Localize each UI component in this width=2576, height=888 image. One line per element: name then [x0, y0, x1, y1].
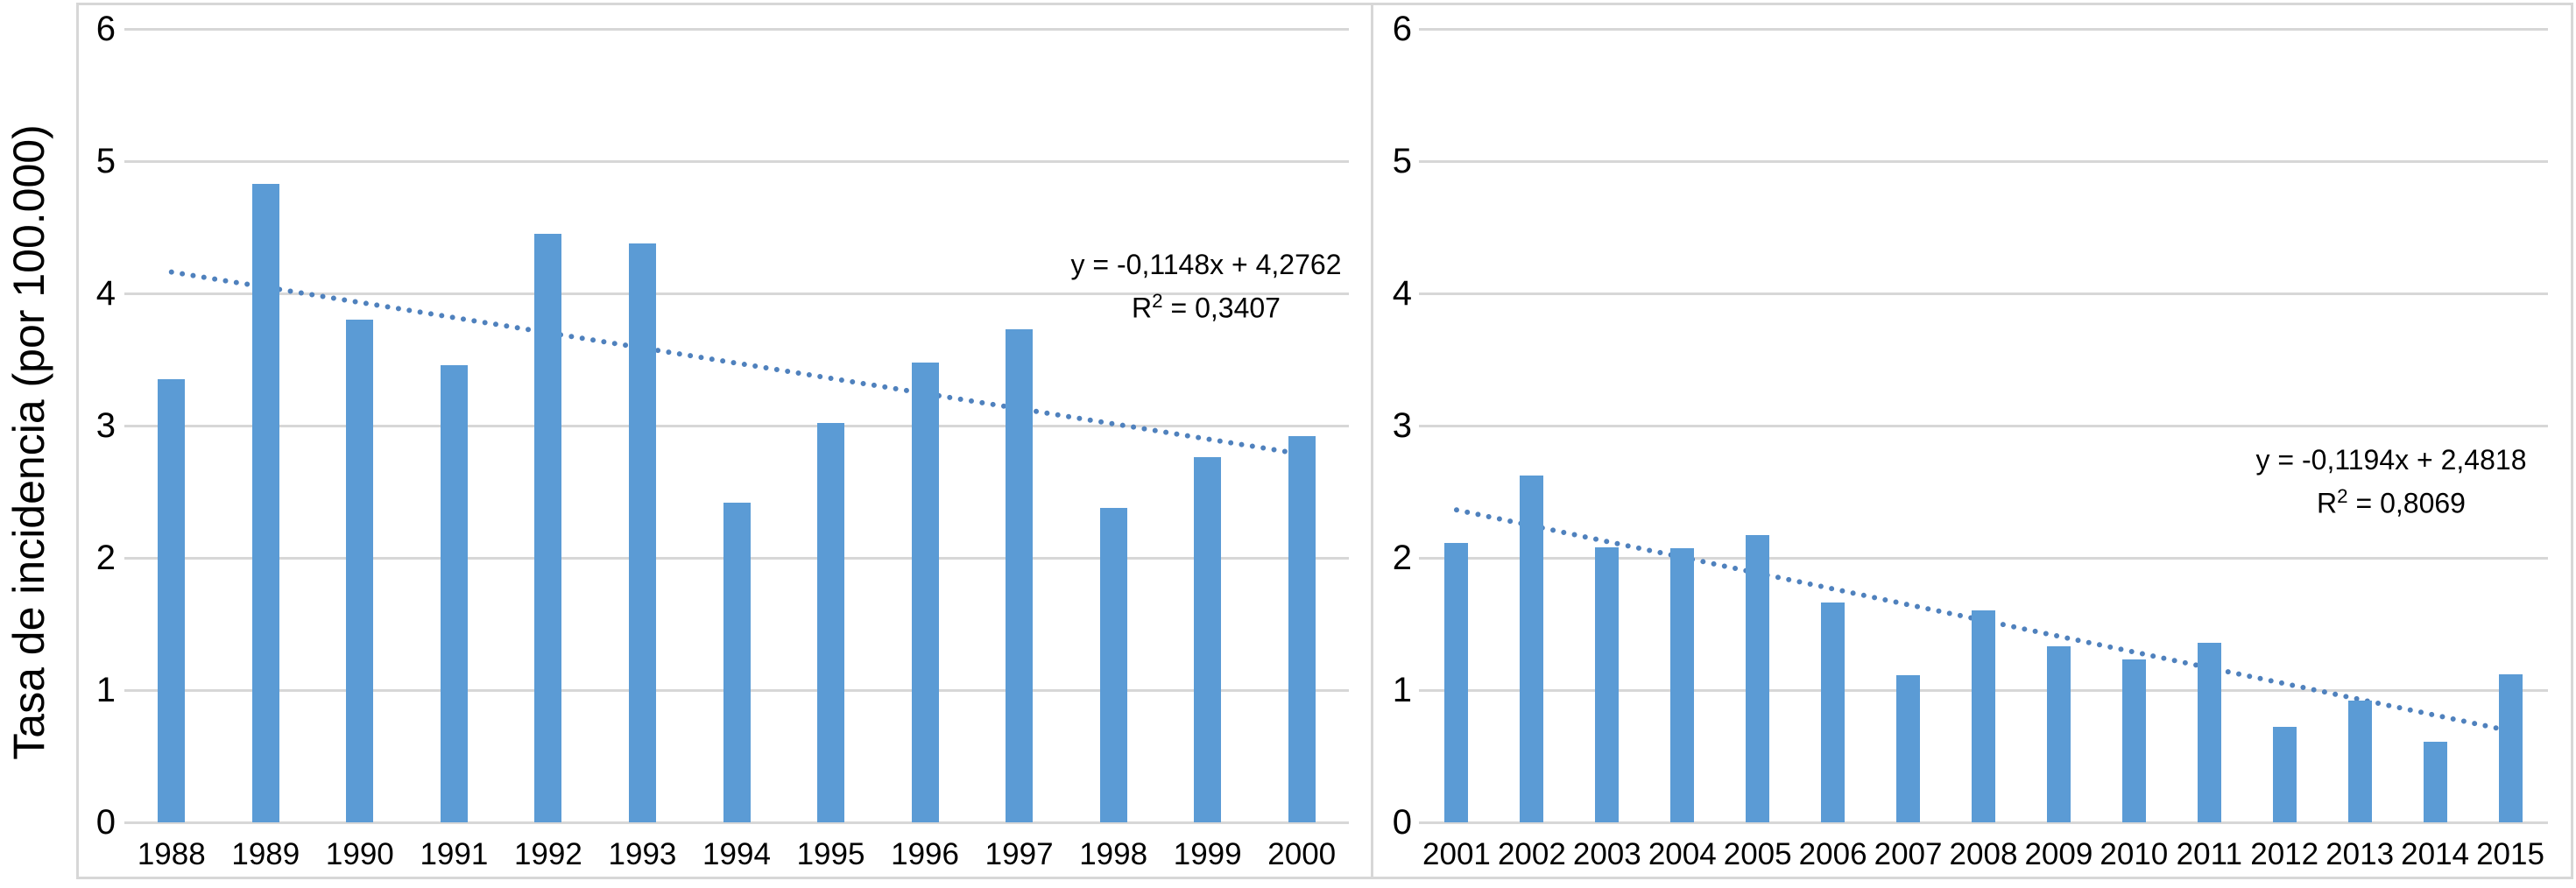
panel-1988-2000	[76, 3, 1371, 879]
gridline-y6	[1419, 28, 2548, 31]
trendline-r2-right: R2 = 0,8069	[2317, 485, 2466, 519]
bar-1994	[723, 502, 751, 822]
x-tick-label-1999: 1999	[1173, 837, 1242, 871]
x-tick-label-1988: 1988	[137, 837, 206, 871]
x-tick-label-1991: 1991	[420, 837, 489, 871]
bar-2011	[2197, 642, 2221, 822]
y-tick-label-3: 3	[1392, 406, 1412, 445]
bar-2003	[1595, 546, 1620, 822]
gridline-y2	[1419, 557, 2548, 560]
trendline-1988-2000	[168, 269, 1305, 457]
bar-2009	[2046, 646, 2071, 822]
bar-2015	[2498, 673, 2523, 822]
x-tick-label-1998: 1998	[1079, 837, 1148, 871]
x-tick-label-1993: 1993	[608, 837, 677, 871]
x-tick-label-2015: 2015	[2476, 837, 2544, 871]
gridline-y3	[124, 425, 1349, 427]
x-tick-label-1996: 1996	[891, 837, 959, 871]
gridline-y4	[1419, 292, 2548, 295]
x-tick-label-2011: 2011	[2176, 837, 2242, 871]
x-tick-label-1990: 1990	[325, 837, 394, 871]
y-tick-label-5: 5	[95, 142, 116, 180]
x-tick-label-2005: 2005	[1723, 837, 1792, 871]
x-tick-label-1994: 1994	[702, 837, 771, 871]
x-tick-label-2007: 2007	[1874, 837, 1943, 871]
gridline-y5	[124, 160, 1349, 163]
x-tick-label-2003: 2003	[1572, 837, 1641, 871]
gridline-y5	[1419, 160, 2548, 163]
bar-2004	[1670, 548, 1695, 822]
bar-2002	[1520, 476, 1544, 822]
bar-1993	[628, 243, 656, 822]
panel-2001-2015	[1371, 3, 2573, 879]
bar-2001	[1444, 543, 1469, 822]
x-tick-label-2001: 2001	[1422, 837, 1491, 871]
bar-1991	[440, 364, 468, 822]
x-tick-label-2012: 2012	[2250, 837, 2319, 871]
bar-1998	[1099, 507, 1127, 822]
bar-2005	[1746, 535, 1770, 822]
bar-2000	[1288, 436, 1316, 822]
y-tick-label-3: 3	[95, 406, 116, 445]
bar-1999	[1194, 457, 1222, 822]
x-tick-label-2004: 2004	[1648, 837, 1717, 871]
y-tick-label-0: 0	[95, 803, 116, 842]
trendline-r2-left: R2 = 0,3407	[1132, 290, 1281, 324]
trendline-equation-right: y = -0,1194x + 2,4818	[2255, 444, 2527, 476]
bar-2010	[2121, 659, 2146, 822]
bar-1995	[817, 422, 845, 822]
bar-1990	[346, 320, 374, 822]
bar-2014	[2423, 741, 2447, 822]
y-tick-label-1: 1	[1392, 671, 1412, 709]
bar-2008	[1972, 610, 1995, 822]
bar-1988	[158, 379, 186, 822]
x-tick-label-2013: 2013	[2325, 837, 2395, 871]
bar-2013	[2347, 701, 2372, 822]
gridline-y3	[1419, 425, 2548, 427]
x-tick-label-1989: 1989	[231, 837, 300, 871]
gridline-y4	[124, 292, 1349, 295]
y-tick-label-2: 2	[1392, 539, 1412, 577]
gridline-y0	[124, 821, 1349, 824]
y-tick-label-4: 4	[95, 274, 116, 313]
x-tick-label-2014: 2014	[2401, 837, 2470, 871]
y-tick-label-6: 6	[1392, 10, 1412, 48]
y-tick-label-0: 0	[1392, 803, 1412, 842]
x-tick-label-1995: 1995	[796, 837, 865, 871]
x-tick-label-2002: 2002	[1497, 837, 1566, 871]
bar-2007	[1896, 675, 1921, 822]
bar-1989	[251, 183, 279, 822]
y-tick-label-2: 2	[95, 539, 116, 577]
y-tick-label-5: 5	[1392, 142, 1412, 180]
bar-1997	[1006, 328, 1034, 822]
x-tick-label-2000: 2000	[1267, 837, 1337, 871]
x-tick-label-1992: 1992	[513, 837, 582, 871]
x-tick-label-2009: 2009	[2024, 837, 2093, 871]
bar-1996	[911, 362, 939, 822]
y-tick-label-6: 6	[95, 10, 116, 48]
bar-2012	[2272, 727, 2297, 822]
trendline-equation-left: y = -0,1148x + 4,2762	[1070, 249, 1342, 280]
x-tick-label-2006: 2006	[1798, 837, 1867, 871]
x-tick-label-2010: 2010	[2100, 837, 2169, 871]
x-tick-label-2008: 2008	[1949, 837, 2018, 871]
x-tick-label-1997: 1997	[985, 837, 1054, 871]
y-tick-label-1: 1	[95, 671, 116, 709]
bar-1992	[534, 234, 562, 822]
gridline-y6	[124, 28, 1349, 31]
y-tick-label-4: 4	[1392, 274, 1412, 313]
gridline-y0	[1419, 821, 2548, 824]
bar-2006	[1821, 603, 1846, 822]
